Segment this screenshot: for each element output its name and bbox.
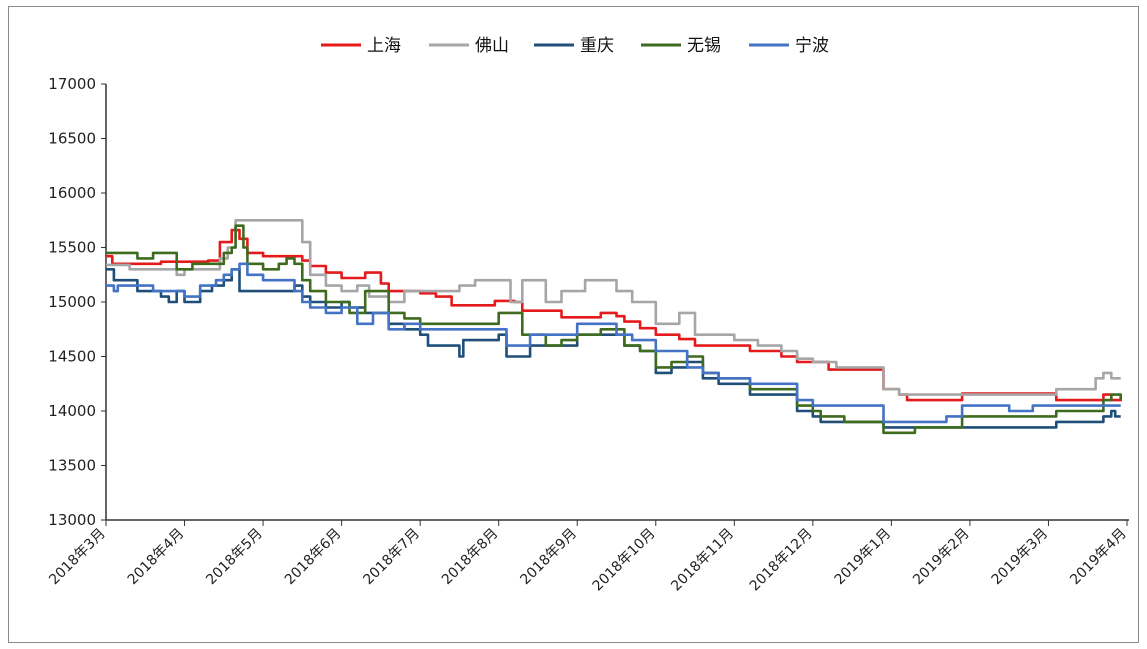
- legend: 上海 佛山 重庆 无锡 宁波: [321, 36, 829, 56]
- x-tick-label: 2018年8月: [439, 526, 502, 589]
- series-lines: [106, 219, 1122, 435]
- y-tick-label: 15500: [48, 239, 96, 257]
- x-tick-label: 2019年2月: [910, 526, 973, 589]
- x-tick-label: 2018年10月: [590, 526, 659, 595]
- x-tick-label: 2018年11月: [668, 526, 737, 595]
- series-line-3: [106, 268, 1121, 429]
- legend-label-1: 上海: [367, 36, 401, 56]
- x-ticks: 2018年3月 2018年4月 2018年5月 2018年6月 2018年7月 2018年…: [46, 520, 1130, 594]
- legend-label-2: 佛山: [475, 36, 509, 56]
- series-line-4: [106, 224, 1122, 435]
- axes: [105, 84, 1129, 521]
- x-tick-label: 2019年3月: [989, 526, 1052, 589]
- y-tick-label: 16500: [48, 130, 96, 148]
- line-chart: 上海 佛山 重庆 无锡 宁波 13000 13500 14000 14500 15000 1550…: [46, 36, 1130, 594]
- x-tick-label: 2018年6月: [282, 526, 345, 589]
- y-tick-label: 14000: [48, 402, 96, 420]
- x-tick-label: 2018年5月: [203, 526, 266, 589]
- y-tick-label: 15000: [48, 293, 96, 311]
- x-tick-label: 2019年4月: [1067, 526, 1130, 589]
- x-tick-label: 2019年1月: [832, 526, 895, 589]
- legend-label-5: 宁波: [795, 36, 829, 56]
- x-tick-label: 2018年3月: [46, 526, 109, 589]
- series-line-5: [106, 262, 1121, 424]
- y-tick-label: 17000: [48, 75, 96, 93]
- y-tick-label: 14500: [48, 348, 96, 366]
- x-tick-label: 2018年12月: [747, 526, 816, 595]
- legend-label-4: 无锡: [687, 36, 721, 56]
- legend-label-3: 重庆: [580, 36, 614, 56]
- x-tick-label: 2018年9月: [517, 526, 580, 589]
- y-tick-label: 13500: [48, 457, 96, 475]
- series-line-1: [106, 228, 1122, 402]
- y-tick-label: 13000: [48, 511, 96, 529]
- x-tick-label: 2018年7月: [360, 526, 423, 589]
- series-line-2: [106, 219, 1121, 396]
- chart-frame: 上海 佛山 重庆 无锡 宁波 13000 13500 14000 14500 15000 1550…: [8, 6, 1139, 643]
- y-tick-label: 16000: [48, 184, 96, 202]
- y-ticks: 13000 13500 14000 14500 15000 15500 16000 16500…: [48, 75, 106, 529]
- x-tick-label: 2018年4月: [125, 526, 188, 589]
